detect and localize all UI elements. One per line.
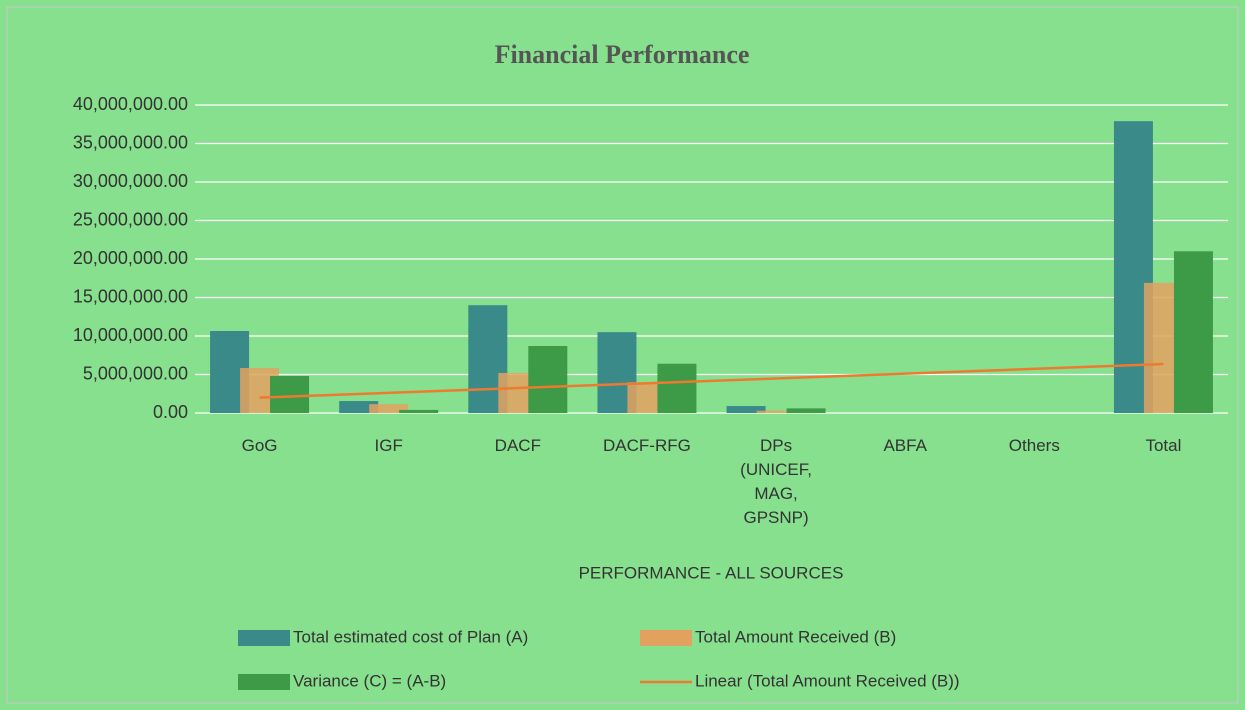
chart-border — [6, 6, 1239, 704]
y-tick-label: 5,000,000.00 — [83, 363, 188, 383]
bar — [756, 410, 796, 413]
x-tick-label: DACF — [494, 436, 541, 455]
y-tick-label: 20,000,000.00 — [73, 248, 188, 268]
bar — [1173, 251, 1213, 413]
bar — [657, 363, 697, 413]
x-tick-label: DACF-RFG — [603, 436, 691, 455]
bar — [786, 408, 826, 413]
legend-swatch — [238, 674, 290, 690]
bar — [339, 401, 379, 413]
y-tick-label: 35,000,000.00 — [73, 132, 188, 152]
y-tick-label: 0.00 — [153, 402, 188, 422]
legend-label: Linear (Total Amount Received (B)) — [695, 671, 960, 690]
x-tick-label: Total — [1145, 436, 1182, 455]
x-tick-label: DPs (UNICEF, MAG, GPSNP) — [740, 436, 812, 527]
y-tick-label: 10,000,000.00 — [73, 325, 188, 345]
x-axis-title: PERFORMANCE - ALL SOURCES — [579, 563, 844, 582]
x-tick-label: ABFA — [883, 436, 927, 455]
chart-title: Financial Performance — [495, 40, 750, 69]
legend-label: Variance (C) = (A-B) — [293, 671, 446, 690]
y-tick-label: 25,000,000.00 — [73, 209, 188, 229]
legend-swatch — [640, 630, 692, 646]
x-tick-label: Others — [1008, 436, 1060, 455]
legend-swatch — [238, 630, 290, 646]
bar — [399, 409, 439, 413]
x-tick-label: GoG — [241, 436, 278, 455]
bar — [369, 404, 409, 413]
x-tick-label: IGF — [374, 436, 403, 455]
legend-label: Total estimated cost of Plan (A) — [293, 627, 528, 646]
trendline — [259, 362, 1164, 399]
bar — [528, 346, 568, 413]
bar — [726, 406, 766, 413]
y-tick-label: 40,000,000.00 — [73, 94, 188, 114]
y-tick-label: 15,000,000.00 — [73, 286, 188, 306]
legend-label: Total Amount Received (B) — [695, 627, 896, 646]
y-tick-label: 30,000,000.00 — [73, 171, 188, 191]
bar — [270, 376, 310, 413]
